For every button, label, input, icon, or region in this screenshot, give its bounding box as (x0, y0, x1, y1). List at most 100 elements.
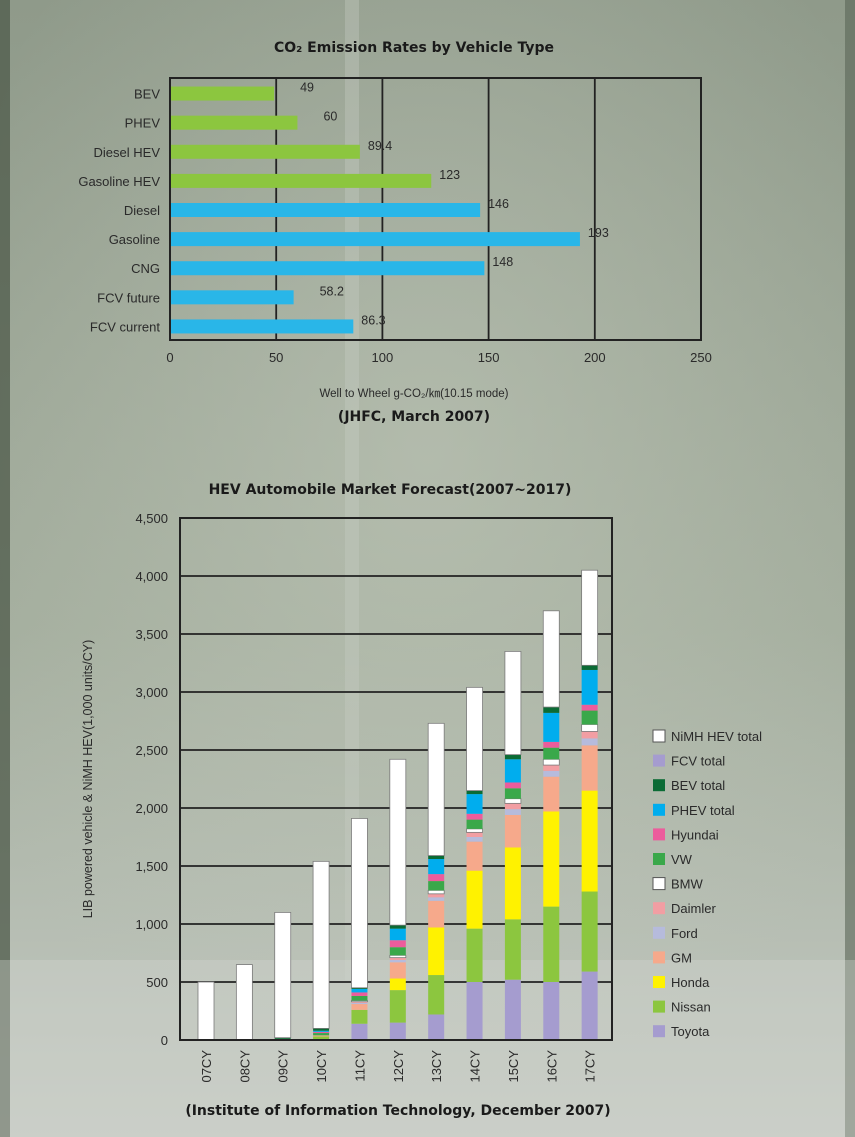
bar (170, 232, 580, 247)
bar-segment (389, 957, 406, 960)
category-label: Gasoline HEV (78, 174, 160, 189)
bar-segment (351, 988, 368, 993)
bar-segment (543, 811, 560, 907)
bar-segment (504, 782, 521, 789)
bar (170, 86, 275, 101)
y-tick-labels: 0 500 1,000 1,500 2,000 2,500 3,000 3,500 4,000 4… (135, 511, 168, 1048)
legend-label: VW (671, 852, 693, 867)
category-label: Diesel HEV (94, 145, 161, 160)
legend-swatch (652, 877, 666, 891)
bar-segment (389, 990, 406, 1023)
bar-segment (504, 759, 521, 783)
bar-segment (581, 891, 598, 972)
value-label: 60 (323, 110, 337, 124)
y-tick-label: 3,000 (135, 685, 168, 700)
bar-segment (351, 1000, 368, 1003)
bar-segment (351, 1002, 368, 1005)
category-label: Gasoline (109, 232, 160, 247)
value-label: 86.3 (361, 313, 385, 327)
bar-segment (389, 1022, 406, 1040)
y-tick-label: 500 (146, 975, 168, 990)
x-tick-label: 50 (269, 350, 283, 365)
bar-segment (504, 788, 521, 799)
chart-source: (JHFC, March 2007) (338, 409, 490, 425)
y-tick-label: 1,000 (135, 917, 168, 932)
bar-segment (543, 982, 560, 1040)
bar-segment (581, 731, 598, 739)
value-label: 146 (488, 197, 509, 211)
bar-segment (389, 758, 407, 926)
bar-segment (351, 995, 368, 1001)
bar-segment (504, 847, 521, 920)
bar-segment (504, 651, 522, 756)
bar-segment (428, 874, 445, 882)
legend: NiMH HEV total FCV total BEV total PHEV tot… (652, 729, 762, 1039)
x-tick-label: 11CY (352, 1050, 367, 1082)
plot-frame (169, 77, 702, 341)
bar-segment (581, 790, 598, 892)
legend-swatch (652, 729, 666, 743)
bar-segment (313, 1036, 330, 1040)
bar-segment (428, 881, 445, 891)
bar-segment (351, 987, 368, 989)
bar-segment (428, 897, 445, 901)
legend-label: Toyota (671, 1024, 710, 1039)
bar-segment (581, 724, 599, 732)
x-tick-labels: 07CY 08CY 09CY 10CY 11CY 12CY 13CY 14CY 15CY 16CY… (199, 1050, 598, 1083)
value-label: 49 (300, 81, 314, 95)
y-tick-label: 0 (161, 1033, 168, 1048)
bar (170, 203, 481, 217)
bar-segment (466, 819, 483, 829)
co2-emission-chart: CO₂ Emission Rates by Vehicle Type 49 60 8… (78, 40, 712, 425)
bar-segment (542, 758, 560, 766)
bar (170, 173, 432, 188)
bar-segment (351, 1023, 368, 1040)
x-tick-label: 12CY (391, 1050, 406, 1083)
bar-segment (466, 832, 483, 837)
bar-segment (313, 1035, 330, 1037)
bar-segment (543, 776, 560, 812)
bar-segment (466, 794, 483, 814)
legend-swatch (653, 976, 665, 988)
bar-segment (427, 722, 445, 856)
bar-segment (313, 1033, 330, 1036)
bar-segment (389, 962, 406, 979)
y-tick-label: 2,000 (135, 801, 168, 816)
legend-swatch (653, 1000, 665, 1013)
bar-segment (313, 1031, 330, 1034)
category-labels: BEV PHEV Diesel HEV Gasoline HEV Diesel Gasol… (78, 87, 160, 335)
y-axis-label: LIB powered vehicle & NiMH HEV(1,000 uni… (81, 640, 95, 919)
legend-label: PHEV total (671, 803, 735, 818)
bar (170, 319, 354, 334)
bar-segment (466, 686, 483, 791)
y-tick-label: 4,000 (135, 569, 168, 584)
bar-segment (351, 1009, 368, 1024)
bar-segment (504, 754, 521, 760)
bar-segment (504, 803, 521, 810)
bar-segment (542, 610, 560, 708)
legend-swatch (653, 828, 665, 841)
category-label: Diesel (124, 203, 160, 218)
bar-segment (389, 959, 406, 963)
value-labels: 49 60 89.4 123 146 193 148 58.2 86.3 (300, 81, 609, 328)
bar-segment (428, 1014, 445, 1040)
legend-label: Hyundai (671, 827, 719, 842)
chart-source: (Institute of Information Technology, De… (185, 1103, 610, 1119)
bar-segment (466, 928, 483, 982)
bar-segment (504, 919, 521, 980)
x-tick-label: 07CY (199, 1050, 214, 1083)
bar-segment (351, 1004, 368, 1010)
bar-segment (197, 981, 215, 1041)
bar-segment (466, 982, 483, 1040)
x-tick-labels: 0 50 100 150 200 250 (166, 350, 711, 365)
x-tick-label: 09CY (276, 1050, 291, 1083)
chart-title: CO₂ Emission Rates by Vehicle Type (274, 40, 554, 56)
x-tick-label: 0 (166, 350, 173, 365)
bar (170, 261, 485, 276)
bar-segment (428, 859, 445, 875)
category-label: CNG (131, 261, 160, 276)
legend-label: GM (671, 950, 692, 965)
x-tick-label: 08CY (237, 1050, 252, 1083)
